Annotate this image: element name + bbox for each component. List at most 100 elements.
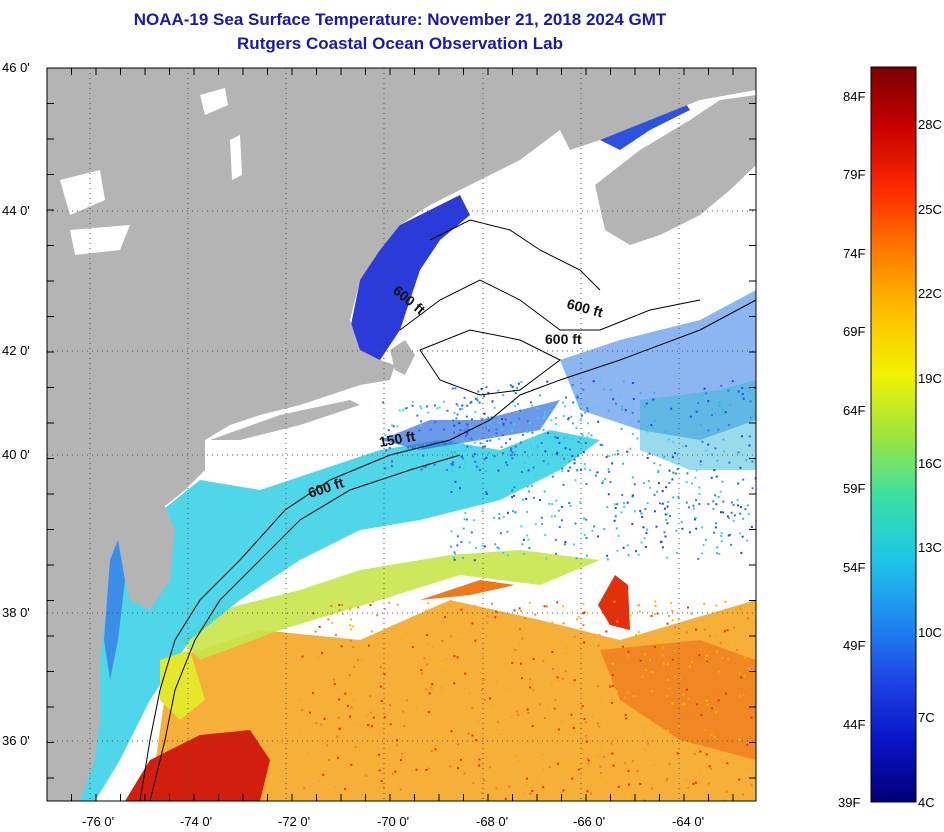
sst-pixel xyxy=(585,482,588,485)
sst-pixel xyxy=(571,383,574,386)
sst-pixel xyxy=(464,512,467,514)
sst-pixel xyxy=(574,479,577,482)
sst-pixel xyxy=(321,652,323,655)
sst-pixel xyxy=(526,485,529,488)
sst-pixel xyxy=(386,761,389,764)
sst-pixel xyxy=(539,394,542,397)
sst-pixel xyxy=(583,718,586,720)
sst-pixel xyxy=(640,427,643,430)
sst-pixel xyxy=(648,658,651,661)
sst-pixel xyxy=(346,694,349,697)
sst-pixel xyxy=(641,516,644,518)
sst-pixel xyxy=(400,759,402,762)
sst-pixel xyxy=(444,694,447,697)
sst-pixel xyxy=(411,400,414,403)
sst-pixel xyxy=(521,543,524,546)
sst-pixel xyxy=(709,635,712,638)
sst-pixel xyxy=(422,454,425,457)
sst-pixel xyxy=(562,789,565,792)
sst-pixel xyxy=(583,641,586,644)
sst-pixel xyxy=(431,683,434,686)
sst-pixel xyxy=(466,518,468,521)
sst-pixel xyxy=(551,475,554,478)
sst-pixel xyxy=(721,480,724,483)
sst-pixel xyxy=(389,723,392,726)
sst-pixel xyxy=(483,395,486,398)
sst-pixel xyxy=(627,654,630,657)
sst-pixel xyxy=(366,726,369,729)
sst-pixel xyxy=(555,552,558,555)
sst-pixel xyxy=(458,433,460,436)
sst-pixel xyxy=(465,435,467,438)
sst-pixel xyxy=(517,713,520,716)
sst-pixel xyxy=(718,670,721,673)
sst-pixel xyxy=(745,459,748,462)
sst-pixel xyxy=(567,469,570,472)
sst-pixel xyxy=(500,733,503,736)
sst-pixel xyxy=(655,640,658,643)
sst-pixel xyxy=(396,425,399,428)
sst-pixel xyxy=(486,621,489,624)
sst-pixel xyxy=(589,792,592,795)
sst-pixel xyxy=(584,442,587,444)
sst-pixel xyxy=(585,721,587,724)
sst-pixel xyxy=(434,421,437,424)
sst-pixel xyxy=(646,502,649,505)
sst-pixel xyxy=(402,710,405,713)
sst-pixel xyxy=(460,455,463,458)
sst-pixel xyxy=(524,617,527,620)
land-new-brunswick xyxy=(560,68,756,150)
sst-pixel xyxy=(328,707,331,710)
sst-pixel xyxy=(707,782,710,785)
sst-pixel xyxy=(693,507,695,510)
sst-pixel xyxy=(527,538,530,541)
sst-pixel xyxy=(486,440,489,442)
sst-pixel xyxy=(371,725,373,728)
sst-pixel xyxy=(493,406,496,409)
sst-pixel xyxy=(449,765,452,768)
sst-pixel xyxy=(307,752,309,755)
sst-layer xyxy=(50,95,756,801)
sst-pixel xyxy=(750,416,753,419)
map-subtitle: Rutgers Coastal Ocean Observation Lab xyxy=(237,34,563,53)
sst-pixel xyxy=(697,402,700,405)
sst-pixel xyxy=(350,763,353,766)
sst-pixel xyxy=(717,403,720,406)
sst-pixel xyxy=(754,393,756,396)
sst-pixel xyxy=(629,614,632,617)
sst-pixel xyxy=(749,400,752,403)
sst-pixel xyxy=(390,725,393,728)
sst-pixel xyxy=(376,614,379,617)
sst-pixel xyxy=(541,523,543,525)
sst-pixel xyxy=(698,503,701,505)
sst-pixel xyxy=(551,407,554,410)
sst-pixel xyxy=(415,768,418,771)
sst-pixel xyxy=(313,651,316,654)
sst-pixel xyxy=(483,458,486,461)
sst-pixel xyxy=(620,394,623,397)
sst-pixel xyxy=(668,469,671,472)
sst-pixel xyxy=(738,738,741,741)
sst-pixel xyxy=(513,486,516,489)
sst-pixel xyxy=(393,756,395,759)
sst-pixel xyxy=(556,451,559,454)
sst-pixel xyxy=(477,461,480,464)
sst-pixel xyxy=(423,789,426,792)
sst-pixel xyxy=(578,404,581,407)
sst-pixel xyxy=(478,758,481,761)
sst-pixel xyxy=(481,791,484,794)
sst-pixel xyxy=(513,453,516,456)
sst-pixel xyxy=(453,558,456,561)
sst-pixel xyxy=(744,508,747,511)
sst-pixel xyxy=(657,469,660,472)
sst-pixel xyxy=(575,618,578,621)
sst-pixel xyxy=(512,510,514,513)
sst-pixel xyxy=(701,440,704,443)
sst-pixel xyxy=(403,725,406,728)
sst-pixel xyxy=(625,717,628,720)
sst-pixel xyxy=(717,428,720,431)
sst-pixel xyxy=(392,772,395,775)
sst-pixel xyxy=(365,774,368,777)
sst-pixel xyxy=(603,755,606,758)
sst-green-coast xyxy=(160,650,205,720)
